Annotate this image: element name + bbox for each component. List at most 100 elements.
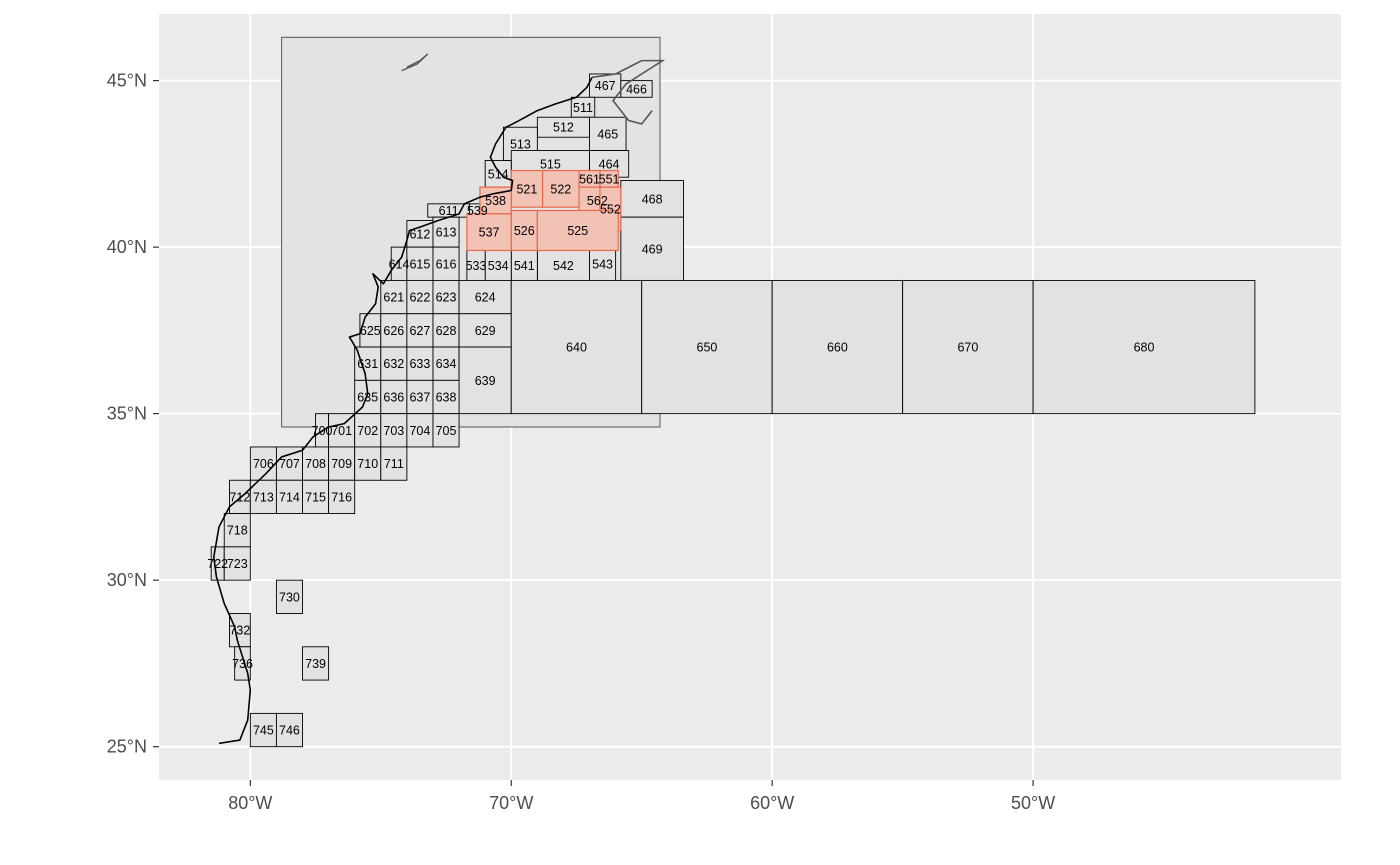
stat-area-label-561: 561 [579,172,600,186]
stat-area-723 [223,546,251,581]
stat-area-label-714: 714 [279,490,300,504]
stat-area-615 [406,246,434,281]
x-tick-label: 60°W [750,793,794,813]
stat-area-514 [484,160,512,188]
us-east-coastline [212,76,593,745]
stat-area-label-638: 638 [436,391,457,405]
stat-area-label-615: 615 [409,257,430,271]
stat-area-label-639: 639 [475,374,496,388]
stat-area-634 [432,346,460,381]
statistical-areas [210,73,1256,748]
stat-area-709 [328,446,356,481]
stat-area-label-551: 551 [599,172,620,186]
stat-area-label-612: 612 [409,227,430,241]
stat-area-label-513: 513 [510,137,531,151]
stat-area-label-521: 521 [516,182,537,196]
stat-area-640 [510,279,643,415]
y-tick-label: 35°N [107,404,147,424]
stat-area-label-537: 537 [479,226,500,240]
stat-area-label-710: 710 [357,457,378,471]
stat-area-526 [510,209,538,252]
stat-area-label-716: 716 [331,490,352,504]
stat-area-465 [589,116,627,151]
stat-area-616 [432,246,460,281]
stat-area-label-465: 465 [597,127,618,141]
x-tick-label: 50°W [1011,793,1055,813]
stat-area-label-613: 613 [436,226,457,240]
x-tick-label: 70°W [489,793,533,813]
stat-area-label-562: 562 [587,194,608,208]
stat-area-label-680: 680 [1134,341,1155,355]
stat-area-label-730: 730 [279,590,300,604]
stat-area-label-533: 533 [466,259,487,273]
y-tick-label: 45°N [107,71,147,91]
stat-area-label-534: 534 [488,259,509,273]
stat-area-701 [328,413,356,448]
stat-area-label-631: 631 [357,357,378,371]
stat-area-746 [275,712,303,748]
stat-area-label-636: 636 [383,391,404,405]
stat-area-label-637: 637 [409,391,430,405]
stat-area-708 [302,446,330,481]
lake-outline [401,53,429,72]
stat-area-label-633: 633 [409,357,430,371]
stat-area-627 [406,313,434,348]
stat-area-730 [275,579,303,614]
stat-area-label-468: 468 [642,192,663,206]
stat-area-label-711: 711 [384,457,404,471]
stat-area-542 [536,250,590,281]
stat-area-711 [380,446,408,481]
stat-area-704 [406,413,434,448]
stat-area-468 [620,180,684,218]
stat-area-label-715: 715 [305,490,326,504]
coastline [212,53,666,745]
stat-area-label-713: 713 [253,490,274,504]
stat-area-label-746: 746 [279,724,300,738]
stat-area-522 [541,169,580,208]
stat-area-612 [406,220,434,248]
stat-area-label-704: 704 [409,424,430,438]
stat-area-label-611: 611 [439,204,459,218]
stat-area-469 [620,216,684,281]
stat-area-label-622: 622 [409,291,430,305]
stat-area-label-701: 701 [331,424,352,438]
stat-area-label-634: 634 [436,357,457,371]
stat-area-705 [432,413,460,448]
stat-area-label-627: 627 [409,324,430,338]
stat-area-label-623: 623 [436,291,457,305]
stat-area-label-614: 614 [389,257,410,271]
stat-area-label-702: 702 [357,424,378,438]
stat-area-label-522: 522 [550,182,571,196]
stat-area-label-542: 542 [553,259,574,273]
stat-area-label-552: 552 [600,202,621,216]
stat-area-label-625: 625 [360,324,381,338]
stat-area-680 [1032,279,1256,415]
stat-area-660 [771,279,904,415]
stat-area-label-466: 466 [626,82,647,96]
y-tick-label: 25°N [107,737,147,757]
canada-coastline [592,59,666,125]
stat-area-label-616: 616 [436,257,457,271]
stat-area-715 [302,479,330,515]
stat-area-650 [641,279,773,415]
stat-area-label-635: 635 [357,391,378,405]
stat-area-label-650: 650 [697,341,718,355]
stat-area-label-467: 467 [595,79,616,93]
stat-area-label-712: 712 [229,490,250,504]
stat-area-537 [466,213,512,252]
stat-area-label-469: 469 [642,242,663,256]
stat-area-label-708: 708 [305,457,326,471]
stat-area-543 [589,246,617,281]
stat-area-label-722: 722 [207,557,228,571]
stat-area-label-525: 525 [567,224,588,238]
stat-area-label-660: 660 [827,341,848,355]
stat-area-label-541: 541 [514,259,535,273]
stat-area-670 [902,279,1034,415]
stat-area-525 [536,209,619,252]
stat-area-label-703: 703 [383,424,404,438]
stat-area-label-514: 514 [488,167,509,181]
stat-area-710 [354,446,382,481]
stat-area-label-624: 624 [475,291,496,305]
stat-area-label-512: 512 [553,121,574,135]
